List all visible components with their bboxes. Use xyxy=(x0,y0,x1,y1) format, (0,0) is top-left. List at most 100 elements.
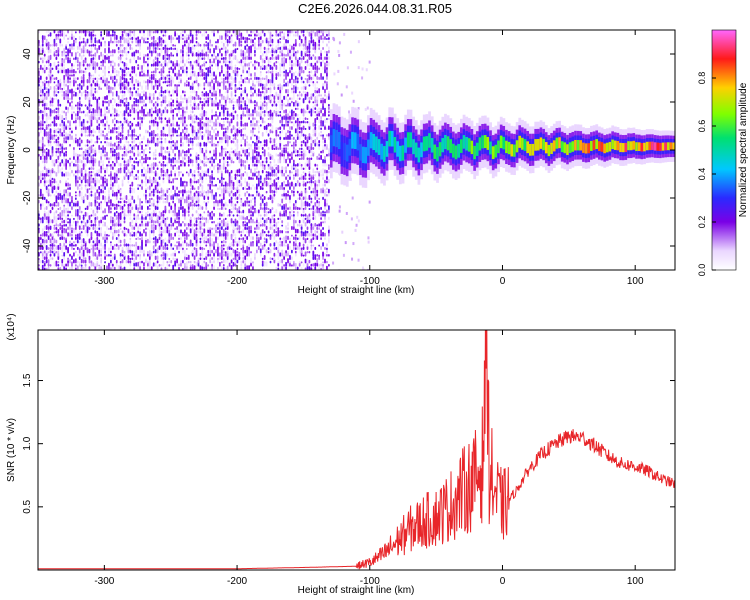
spectrogram-cell xyxy=(257,190,260,194)
spectrogram-cell xyxy=(261,90,264,94)
spectrogram-cell xyxy=(55,187,58,190)
spectrogram-cell xyxy=(156,42,159,47)
spectrogram-cell xyxy=(191,82,194,87)
spectrogram-cell xyxy=(76,112,79,117)
spectrogram-cell xyxy=(86,147,89,150)
spectrogram-cell xyxy=(127,32,130,37)
spectrogram-cell xyxy=(110,149,112,154)
spectrogram-cell xyxy=(261,67,264,70)
spectrogram-cell xyxy=(71,169,73,174)
spectrogram-cell xyxy=(146,194,149,197)
spectrogram-cell xyxy=(84,70,87,74)
spectrogram-cell xyxy=(141,236,143,240)
spectrogram-cell xyxy=(53,30,56,34)
spectrogram-cell xyxy=(76,176,79,180)
spectrogram-cell xyxy=(39,109,42,114)
spectrogram-cell xyxy=(219,207,221,210)
spectrogram-cell xyxy=(257,76,260,80)
spectrogram-cell xyxy=(137,169,140,174)
spectrogram-cell xyxy=(123,232,126,237)
spectrogram-cell xyxy=(143,69,145,74)
spectrogram-cell xyxy=(84,153,87,157)
spectrogram-cell xyxy=(143,33,145,37)
spectrogram-cell xyxy=(209,175,212,180)
spectrogram-cell xyxy=(94,163,97,167)
spectrogram-cell xyxy=(265,218,268,224)
spectrogram-cell xyxy=(219,158,221,164)
spectrogram-cell xyxy=(125,82,128,87)
spectrogram-cell xyxy=(117,113,120,117)
spectrogram-cell xyxy=(76,253,79,257)
spectrogram-cell xyxy=(248,265,250,270)
spectrogram-cell xyxy=(203,76,206,80)
spectrogram-cell xyxy=(182,41,184,44)
spectrogram-cell xyxy=(160,129,163,134)
spectrogram-cell xyxy=(84,185,87,190)
spectrogram-cell xyxy=(168,83,171,87)
spectrogram-cell xyxy=(219,184,221,190)
spectrogram-cell xyxy=(246,148,249,154)
spectrogram-cell xyxy=(49,112,52,117)
spectrogram-cell xyxy=(152,151,155,157)
spectrogram-cell xyxy=(263,223,266,227)
spectrogram-cell xyxy=(121,182,124,187)
spectrogram-cell xyxy=(90,260,93,264)
spectrogram-cell xyxy=(61,125,64,130)
spectrogram-cell xyxy=(106,237,108,240)
spectrogram-cell xyxy=(182,259,184,264)
spectrogram-cell xyxy=(150,63,153,67)
spectrogram-cell xyxy=(110,99,112,104)
spectrogram-cell xyxy=(178,220,180,224)
spectrogram-cell xyxy=(78,215,81,220)
spectrogram-cell xyxy=(178,237,180,240)
spectrogram-cell xyxy=(67,190,69,194)
spectrogram-cell xyxy=(254,221,256,224)
spectrogram-cell xyxy=(146,78,149,84)
spectrogram-cell xyxy=(164,34,167,37)
spectrogram-cell xyxy=(110,50,112,54)
spectrogram-cell xyxy=(162,61,165,64)
spectrogram-cell xyxy=(51,97,54,100)
spectrogram-cell xyxy=(125,136,128,140)
spectrogram-cell xyxy=(228,82,231,87)
spectrogram-cell xyxy=(261,257,264,260)
spectrogram-cell xyxy=(65,34,68,37)
spectrogram-cell xyxy=(76,239,79,244)
spectrogram-cell xyxy=(67,99,69,104)
spectrogram-cell xyxy=(88,140,91,144)
spectrogram-cell xyxy=(252,127,254,130)
spectrogram-cell xyxy=(45,225,48,230)
spectrogram-cell xyxy=(39,64,42,70)
spectrogram-cell xyxy=(121,267,124,270)
spectrogram-cell xyxy=(146,221,149,224)
spectrogram-cell xyxy=(74,239,77,244)
spectrogram-cell xyxy=(207,135,210,140)
spectrogram-cell xyxy=(96,189,99,194)
spectrogram-cell xyxy=(74,220,77,224)
spectrogram-cell xyxy=(176,100,178,104)
spectrogram-cell xyxy=(104,255,106,260)
spectrogram-cell xyxy=(131,133,134,137)
spectrogram-cell xyxy=(71,43,73,47)
spectrogram-cell xyxy=(69,89,71,94)
spectrogram-cell xyxy=(248,108,250,114)
spectrogram-cell xyxy=(135,173,138,177)
spectrogram-cell xyxy=(148,217,151,220)
spectrogram-cell xyxy=(90,85,93,90)
spectrogram-cell xyxy=(238,30,241,34)
spectrogram-cell xyxy=(115,145,118,150)
spectrogram-cell xyxy=(125,46,128,50)
spectrogram-cell xyxy=(41,238,44,244)
spectrogram-cell xyxy=(255,47,258,50)
spectrogram-cell xyxy=(224,227,227,230)
spectrogram-cell xyxy=(226,107,229,110)
spectrogram-cell xyxy=(250,174,252,177)
spectrogram-cell xyxy=(164,117,167,120)
spectrogram-cell xyxy=(183,262,186,267)
spectrogram-cell xyxy=(71,127,73,130)
spectrogram-cell xyxy=(162,179,165,184)
spectrogram-cell xyxy=(119,56,122,60)
spectrogram-cell xyxy=(240,247,243,250)
spectrogram-cell xyxy=(55,65,58,70)
spectrogram-cell xyxy=(139,30,141,34)
